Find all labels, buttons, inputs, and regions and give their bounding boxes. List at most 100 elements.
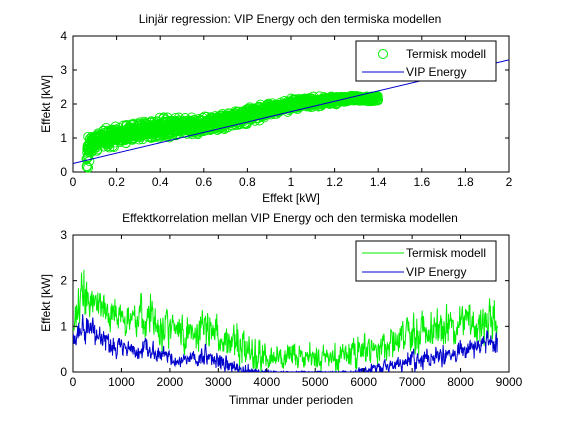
x-tick-label: 7000 — [399, 375, 426, 389]
correlation-legend-label-thermal: Termisk modell — [406, 246, 486, 260]
scatter-point — [228, 111, 239, 122]
regression-xlabel: Effekt [kW] — [262, 191, 320, 205]
scatter-point — [137, 127, 148, 137]
x-tick-label: 1.2 — [326, 175, 343, 189]
y-tick-label: 0 — [60, 165, 67, 179]
scatter-point — [149, 120, 160, 131]
scatter-point — [89, 143, 100, 153]
scatter-point — [194, 125, 205, 136]
scatter-point — [150, 122, 161, 133]
x-tick-label: 0 — [70, 175, 77, 189]
correlation-ticks: 0 1000 2000 3000 4000 5000 6000 7000 8000 9000 0 1 2… — [60, 228, 522, 389]
scatter-point — [146, 132, 157, 143]
regression-title: Linjär regression: VIP Energy och den te… — [139, 12, 442, 26]
scatter-point — [367, 92, 378, 103]
scatter-point — [164, 124, 175, 135]
y-tick-label: 0 — [60, 365, 67, 379]
scatter-point — [107, 141, 118, 152]
regression-legend: Termisk modell VIP Energy — [355, 40, 497, 82]
x-tick-label: 1.8 — [457, 175, 474, 189]
scatter-point — [283, 99, 294, 110]
scatter-point — [153, 121, 164, 132]
x-tick-label: 0.2 — [108, 175, 125, 189]
scatter-point — [133, 128, 144, 139]
scatter-point — [197, 112, 208, 123]
scatter-point — [280, 102, 291, 113]
scatter-point — [344, 94, 355, 105]
scatter-point — [86, 145, 97, 156]
scatter-point — [134, 117, 145, 128]
scatter-point — [240, 110, 251, 121]
correlation-legend: Termisk modell VIP Energy — [355, 240, 497, 282]
scatter-point — [83, 152, 94, 163]
correlation-title: Effektkorrelation mellan VIP Energy och … — [122, 211, 458, 225]
x-tick-label: 2000 — [157, 375, 184, 389]
scatter-point — [120, 138, 131, 149]
scatter-point — [105, 135, 116, 146]
correlation-legend-label-vip: VIP Energy — [406, 265, 466, 279]
scatter-point — [111, 127, 122, 138]
y-tick-label: 3 — [60, 63, 67, 77]
correlation-ylabel: Effekt [kW] — [39, 274, 53, 332]
x-tick-label: 9000 — [496, 375, 523, 389]
x-tick-label: 4000 — [253, 375, 280, 389]
scatter-point — [290, 99, 301, 110]
x-tick-label: 2 — [506, 175, 513, 189]
scatter-point — [225, 118, 236, 129]
y-tick-label: 1 — [60, 131, 67, 145]
x-tick-label: 5000 — [302, 375, 329, 389]
scatter-point — [182, 121, 193, 132]
scatter-point — [171, 126, 182, 137]
x-tick-label: 6000 — [350, 375, 377, 389]
scatter-point — [180, 117, 191, 128]
scatter-point — [243, 110, 254, 121]
scatter-point — [331, 98, 342, 109]
scatter-point — [231, 115, 242, 126]
scatter-point — [182, 128, 192, 139]
scatter-point — [309, 95, 320, 106]
x-tick-label: 1000 — [108, 375, 135, 389]
x-tick-label: 0.6 — [195, 175, 212, 189]
x-tick-label: 0.8 — [239, 175, 256, 189]
correlation-legend-box — [355, 240, 497, 282]
regression-data — [72, 59, 510, 173]
x-tick-label: 1.4 — [370, 175, 387, 189]
scatter-point — [168, 116, 179, 127]
scatter-point — [280, 99, 291, 110]
scatter-point — [320, 93, 331, 103]
thermal-series-line — [73, 269, 498, 372]
regression-legend-marker-circle — [378, 49, 388, 59]
scatter-point — [100, 135, 111, 146]
scatter-point — [296, 98, 307, 109]
vip-series-line — [73, 314, 498, 372]
scatter-point — [179, 119, 190, 130]
regression-plot: Linjär regression: VIP Energy och den te… — [39, 12, 513, 205]
scatter-point — [308, 91, 319, 102]
x-tick-label: 1 — [288, 175, 295, 189]
y-tick-label: 4 — [60, 29, 67, 43]
scatter-point — [82, 153, 93, 164]
x-tick-label: 8000 — [447, 375, 474, 389]
scatter-point — [264, 104, 275, 115]
x-tick-label: 0.4 — [152, 175, 169, 189]
scatter-point — [127, 134, 138, 145]
scatter-point — [251, 106, 262, 117]
regression-ylabel: Effekt [kW] — [39, 75, 53, 133]
scatter-point — [103, 133, 114, 143]
scatter-point — [361, 93, 372, 104]
y-tick-label: 1 — [60, 319, 67, 333]
scatter-point — [366, 94, 377, 105]
regression-legend-label-thermal: Termisk modell — [406, 47, 486, 61]
scatter-point — [262, 101, 273, 112]
scatter-point — [99, 136, 110, 147]
x-tick-label: 0 — [70, 375, 77, 389]
correlation-xlabel: Timmar under perioden — [229, 393, 353, 407]
x-tick-label: 1.6 — [413, 175, 430, 189]
scatter-point — [264, 105, 275, 116]
correlation-data — [73, 269, 498, 372]
scatter-point — [114, 130, 125, 141]
x-tick-label: 3000 — [205, 375, 232, 389]
y-tick-label: 2 — [60, 97, 67, 111]
scatter-point — [148, 127, 159, 138]
